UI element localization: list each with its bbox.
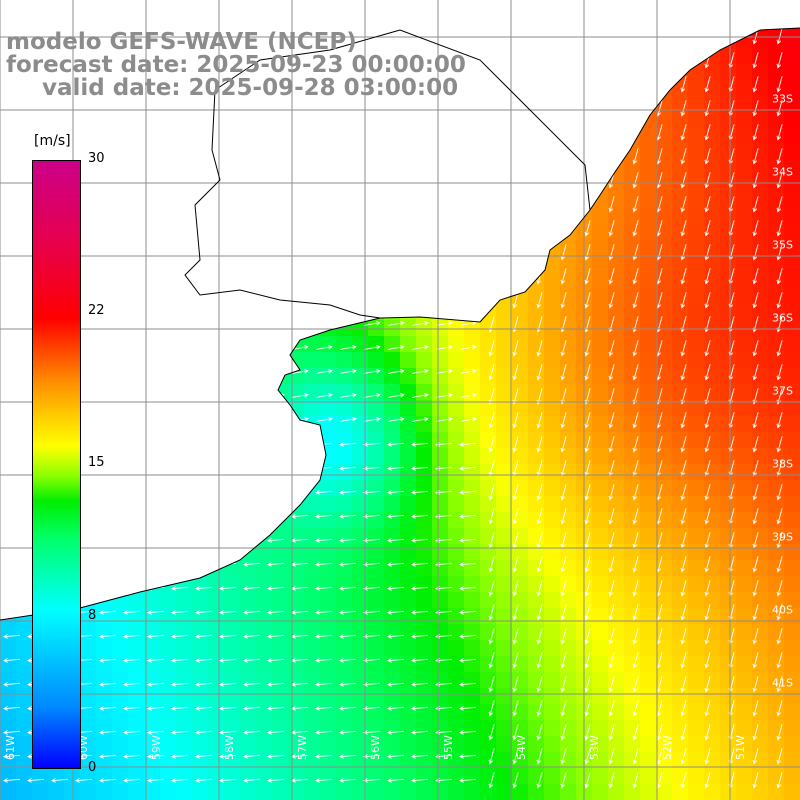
lon-label: 52W <box>661 735 674 760</box>
lat-label: 36S <box>772 312 793 325</box>
lat-label: 41S <box>772 677 793 690</box>
colorbar-tick-30: 30 <box>88 151 105 166</box>
colorbar-units: [m/s] <box>34 133 71 149</box>
lon-label: 59W <box>150 735 163 760</box>
lon-label: 58W <box>223 735 236 760</box>
colorbar-tick-22: 22 <box>88 303 105 318</box>
colorbar <box>32 160 81 769</box>
lon-label: 54W <box>515 735 528 760</box>
land-border <box>214 29 591 211</box>
land-border <box>184 89 381 319</box>
lat-label: 35S <box>772 239 793 252</box>
lat-label: 34S <box>772 166 793 179</box>
lon-label: 57W <box>296 735 309 760</box>
coastline <box>0 27 800 621</box>
lon-label: 51W <box>734 735 747 760</box>
forecast-date-title: forecast date: 2025-09-23 00:00:00 <box>6 52 466 78</box>
lat-label: 40S <box>772 604 793 617</box>
lat-label: 38S <box>772 458 793 471</box>
colorbar-tick-8: 8 <box>88 608 97 623</box>
colorbar-tick-15: 15 <box>88 455 105 470</box>
lon-label: 55W <box>442 735 455 760</box>
lon-label: 56W <box>369 735 382 760</box>
lon-label: 61W <box>4 735 17 760</box>
valid-date-title: valid date: 2025-09-28 03:00:00 <box>42 75 459 101</box>
lat-label: 39S <box>772 531 793 544</box>
colorbar-tick-0: 0 <box>88 760 97 775</box>
lon-label: 53W <box>588 735 601 760</box>
lat-label: 33S <box>772 93 793 106</box>
lat-label: 37S <box>772 385 793 398</box>
model-title: modelo GEFS-WAVE (NCEP) <box>6 29 357 55</box>
